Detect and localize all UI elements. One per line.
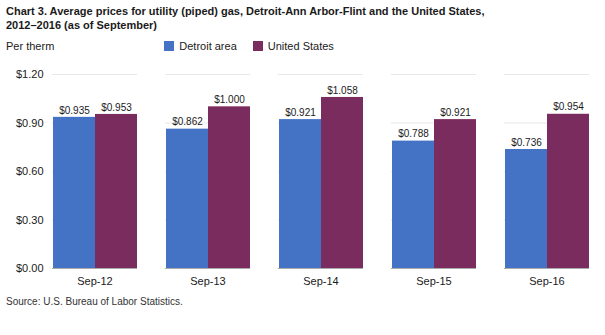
svg-text:Sep-12: Sep-12 — [77, 275, 112, 287]
svg-text:$0.921: $0.921 — [285, 107, 316, 118]
svg-text:Sep-13: Sep-13 — [190, 275, 225, 287]
svg-text:$0.921: $0.921 — [440, 107, 471, 118]
svg-text:$0.60: $0.60 — [16, 165, 44, 177]
html-text:Detroit area: Detroit area — [179, 40, 237, 52]
html-text:Chart 3. Average prices for ut: Chart 3. Average prices for utility (pip… — [6, 5, 485, 17]
html-text:2012–2016 (as of September): 2012–2016 (as of September) — [6, 19, 157, 31]
svg-text:$1.000: $1.000 — [214, 94, 245, 105]
svg-text:$0.935: $0.935 — [59, 105, 90, 116]
svg-text:Sep-15: Sep-15 — [416, 275, 451, 287]
svg-text:$0.953: $0.953 — [101, 102, 132, 113]
svg-text:$0.00: $0.00 — [16, 262, 44, 274]
svg-text:$0.90: $0.90 — [16, 117, 44, 129]
html-text:Per therm: Per therm — [6, 40, 55, 52]
svg-text:$1.20: $1.20 — [16, 68, 44, 80]
svg-text:$0.788: $0.788 — [398, 128, 429, 139]
svg-text:$0.736: $0.736 — [511, 137, 542, 148]
svg-text:$0.954: $0.954 — [553, 101, 584, 112]
html-text:Source: U.S. Bureau of Labor S: Source: U.S. Bureau of Labor Statistics. — [6, 296, 183, 307]
svg-text:Sep-14: Sep-14 — [303, 275, 338, 287]
svg-text:$0.30: $0.30 — [16, 214, 44, 226]
svg-text:Sep-16: Sep-16 — [529, 275, 564, 287]
html-text:United States: United States — [267, 40, 334, 52]
svg-text:$1.058: $1.058 — [327, 85, 358, 96]
svg-text:$0.862: $0.862 — [172, 116, 203, 127]
